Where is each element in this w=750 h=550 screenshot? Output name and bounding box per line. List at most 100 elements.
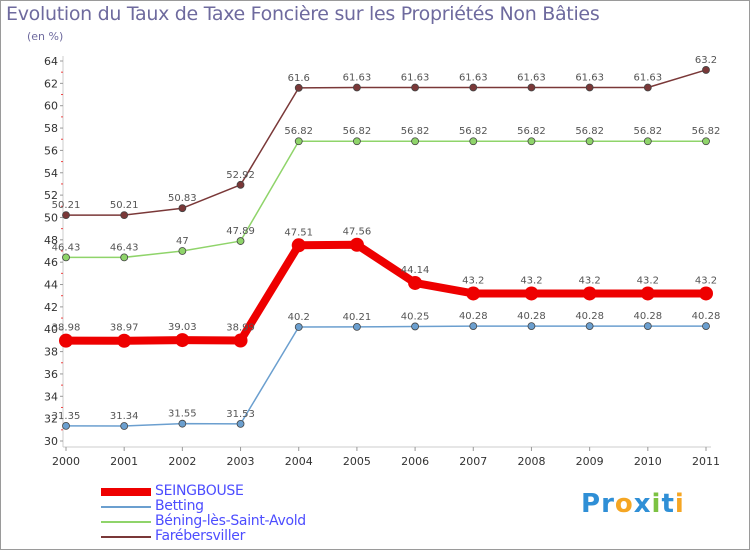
y-tick-label: 62 [44, 77, 58, 90]
data-point-farebersviller [585, 83, 594, 92]
y-tick-label: 30 [44, 435, 58, 448]
data-label-betting: 40.21 [343, 312, 372, 323]
y-tick-label: 46 [44, 256, 58, 269]
y-tick-label: 36 [44, 368, 58, 381]
data-point-seingbouse [117, 333, 132, 348]
data-label-bening-les-saint-avold: 56.82 [401, 126, 430, 137]
data-point-bening-les-saint-avold [702, 137, 710, 146]
data-point-bening-les-saint-avold [585, 137, 594, 146]
data-point-farebersviller [178, 204, 187, 213]
y-tick-label: 32 [44, 413, 58, 426]
unit-label: (en %) [27, 30, 64, 43]
y-tick-label: 60 [44, 100, 58, 113]
y-tick-label: 50 [44, 211, 58, 224]
data-label-bening-les-saint-avold: 56.82 [575, 126, 604, 137]
x-tick-label: 2004 [285, 455, 313, 468]
data-point-seingbouse [466, 286, 481, 301]
data-point-betting [643, 322, 652, 331]
data-label-seingbouse: 43.2 [695, 275, 717, 286]
data-label-seingbouse: 38.99 [226, 323, 255, 334]
data-point-bening-les-saint-avold [62, 253, 70, 262]
legend-label: SEINGBOUSE [155, 483, 244, 499]
data-label-farebersviller: 50.83 [168, 193, 197, 204]
data-point-seingbouse [291, 238, 306, 253]
series-line-bening-les-saint-avold [66, 140, 706, 259]
data-point-seingbouse [175, 333, 190, 348]
data-label-seingbouse: 44.14 [401, 265, 430, 276]
logo-letter: x [633, 489, 652, 519]
x-tick-label: 2003 [227, 455, 255, 468]
data-label-bening-les-saint-avold: 47.89 [226, 226, 255, 237]
y-tick-label: 64 [44, 55, 58, 68]
data-point-farebersviller [62, 211, 70, 220]
y-tick-label: 54 [44, 167, 58, 180]
data-point-seingbouse [582, 286, 597, 301]
data-point-betting [411, 322, 419, 331]
y-tick-label: 48 [44, 234, 58, 247]
data-label-betting: 31.34 [110, 411, 139, 422]
data-point-seingbouse [233, 333, 248, 348]
logo-letter: P [581, 489, 602, 519]
x-tick-label: 2005 [343, 455, 371, 468]
x-tick-label: 2010 [634, 455, 662, 468]
x-tick-label: 2006 [401, 455, 429, 468]
y-tick-label: 38 [44, 346, 58, 359]
data-label-betting: 40.2 [288, 312, 310, 323]
data-point-betting [178, 419, 187, 428]
y-tick-label: 52 [44, 189, 58, 202]
data-label-seingbouse: 38.98 [52, 323, 81, 334]
data-label-farebersviller: 61.63 [633, 72, 662, 83]
logo-letter: t [661, 489, 675, 519]
data-label-betting: 31.53 [226, 409, 255, 420]
data-label-betting: 31.35 [52, 411, 81, 422]
data-point-betting [62, 422, 70, 430]
y-tick-label: 34 [44, 390, 58, 403]
x-tick-label: 2000 [52, 455, 80, 468]
x-tick-label: 2001 [110, 455, 138, 468]
data-label-farebersviller: 52.92 [226, 170, 255, 181]
legend-label: Béning-lès-Saint-Avold [155, 513, 306, 529]
data-point-farebersviller [469, 83, 478, 92]
data-point-seingbouse [699, 286, 713, 301]
data-label-farebersviller: 50.21 [110, 200, 139, 211]
legend-swatch [101, 536, 151, 538]
data-label-seingbouse: 47.51 [284, 227, 313, 238]
y-tick-label: 40 [44, 323, 58, 336]
data-point-betting [120, 422, 129, 430]
data-point-bening-les-saint-avold [353, 137, 361, 146]
proxiti-logo: Proxiti [581, 489, 685, 519]
data-point-bening-les-saint-avold [411, 137, 419, 146]
data-label-bening-les-saint-avold: 56.82 [692, 126, 721, 137]
legend-swatch [101, 488, 151, 496]
data-point-seingbouse [524, 286, 539, 301]
data-label-betting: 40.25 [401, 311, 430, 322]
data-label-seingbouse: 43.2 [520, 275, 542, 286]
data-point-betting [294, 323, 303, 331]
data-label-bening-les-saint-avold: 46.43 [110, 242, 139, 253]
data-point-bening-les-saint-avold [178, 247, 187, 255]
data-label-bening-les-saint-avold: 56.82 [633, 126, 662, 137]
logo-letter: i [651, 489, 662, 519]
legend-swatch [101, 521, 151, 523]
data-label-bening-les-saint-avold: 56.82 [343, 126, 372, 137]
data-point-bening-les-saint-avold [527, 137, 536, 146]
data-label-betting: 40.28 [575, 311, 604, 322]
series-line-seingbouse [65, 240, 706, 345]
data-label-seingbouse: 47.56 [343, 227, 372, 238]
chart-title: Evolution du Taux de Taxe Foncière sur l… [6, 3, 600, 25]
x-tick-label: 2011 [692, 455, 720, 468]
data-point-betting [527, 322, 536, 331]
data-point-farebersviller [236, 180, 245, 189]
data-label-betting: 40.28 [692, 311, 721, 322]
y-tick-label: 42 [44, 301, 58, 314]
data-point-bening-les-saint-avold [643, 137, 652, 146]
data-point-seingbouse [59, 333, 73, 348]
series-line-betting [65, 325, 706, 427]
data-point-farebersviller [411, 83, 419, 92]
data-point-farebersviller [702, 66, 710, 74]
data-point-betting [469, 322, 478, 331]
data-label-farebersviller: 61.63 [575, 72, 604, 83]
data-label-betting: 40.28 [517, 311, 546, 322]
data-point-farebersviller [120, 211, 129, 220]
